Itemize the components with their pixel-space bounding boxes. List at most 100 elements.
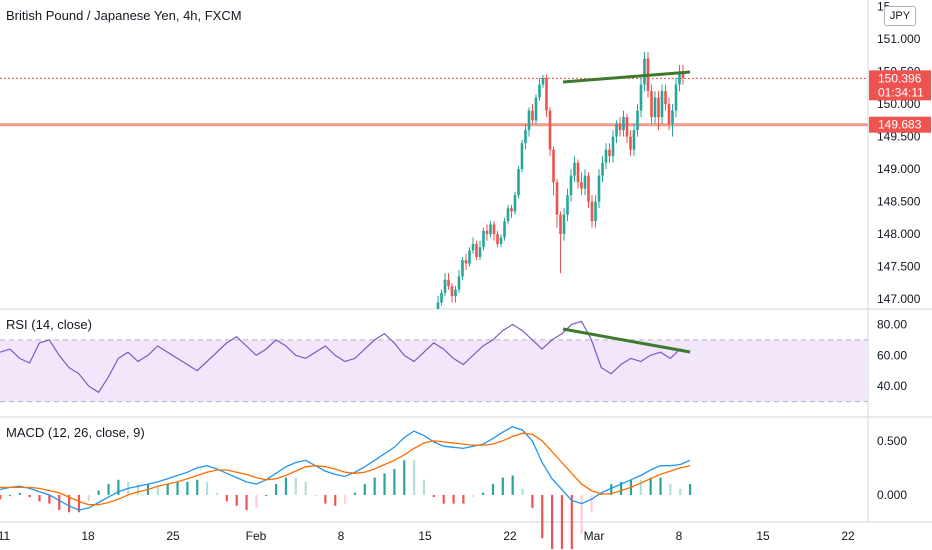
candle-body[interactable] <box>468 250 471 264</box>
candle-body[interactable] <box>496 234 499 244</box>
candle-body[interactable] <box>643 58 646 85</box>
candle-body[interactable] <box>440 292 443 303</box>
candle-body[interactable] <box>531 110 534 121</box>
candle-body[interactable] <box>534 97 538 121</box>
candle-body[interactable] <box>464 260 468 264</box>
candle-body[interactable] <box>587 175 590 202</box>
candle-body[interactable] <box>678 71 681 85</box>
price-pane[interactable]: British Pound / Japanese Yen, 4h, FXCM 1… <box>0 0 931 309</box>
candle-body[interactable] <box>527 110 531 131</box>
candle-body[interactable] <box>513 195 517 212</box>
candle-body[interactable] <box>457 276 461 290</box>
candle-body[interactable] <box>510 208 513 212</box>
candle-body[interactable] <box>611 136 615 157</box>
candle-body[interactable] <box>552 149 555 183</box>
price-axis[interactable]: 15__151.000150.500150.000149.500149.0001… <box>877 0 921 306</box>
candle-body[interactable] <box>639 84 643 111</box>
candles[interactable] <box>436 52 685 309</box>
candle-body[interactable] <box>636 110 639 131</box>
macd-hist-bar <box>186 481 189 495</box>
candle-body[interactable] <box>475 243 478 257</box>
candle-body[interactable] <box>545 78 548 111</box>
macd-hist-bar <box>8 494 12 496</box>
candle-body[interactable] <box>450 286 454 296</box>
candle-body[interactable] <box>657 97 660 118</box>
candle-body[interactable] <box>671 110 674 124</box>
macd-hist-bar <box>275 484 278 495</box>
candle-body[interactable] <box>681 71 685 79</box>
candle-body[interactable] <box>443 279 447 293</box>
candle-body[interactable] <box>461 260 464 277</box>
candle-body[interactable] <box>471 243 475 251</box>
candle-body[interactable] <box>482 230 485 248</box>
rsi-axis[interactable]: 80.00 60.00 40.00 <box>877 317 907 393</box>
macd-histogram[interactable] <box>0 460 692 550</box>
macd-hist-bar <box>284 477 288 495</box>
rsi-pane[interactable]: RSI (14, close) 80.00 60.00 40.00 <box>0 317 907 403</box>
candle-body[interactable] <box>660 91 664 118</box>
candle-body[interactable] <box>541 78 545 85</box>
macd-hist-bar <box>472 494 475 498</box>
candle-body[interactable] <box>580 182 583 189</box>
candle-body[interactable] <box>559 214 562 235</box>
candle-body[interactable] <box>562 214 566 235</box>
candle-body[interactable] <box>594 201 597 222</box>
candle-body[interactable] <box>555 182 559 215</box>
candle-body[interactable] <box>506 208 510 222</box>
candle-body[interactable] <box>576 162 580 183</box>
macd-line[interactable] <box>0 425 691 511</box>
rsi-trendline[interactable] <box>562 327 691 354</box>
candle-body[interactable] <box>604 149 608 163</box>
rsi-line[interactable] <box>0 320 691 394</box>
candle-body[interactable] <box>597 175 601 202</box>
candle-body[interactable] <box>503 221 506 238</box>
candle-body[interactable] <box>608 149 611 157</box>
candle-body[interactable] <box>489 224 492 235</box>
candle-body[interactable] <box>520 143 524 170</box>
macd-hist-bar <box>18 492 21 495</box>
candle-body[interactable] <box>622 117 625 131</box>
candle-body[interactable] <box>629 136 632 150</box>
candle-body[interactable] <box>601 162 604 176</box>
candle-body[interactable] <box>667 104 671 124</box>
candle-body[interactable] <box>538 84 541 98</box>
candle-body[interactable] <box>573 162 576 176</box>
candle-body[interactable] <box>653 97 657 118</box>
candle-body[interactable] <box>632 130 636 150</box>
macd-hist-bar <box>590 494 593 513</box>
candle-body[interactable] <box>583 175 587 189</box>
candle-body[interactable] <box>615 123 618 137</box>
currency-badge[interactable]: JPY <box>884 6 916 26</box>
macd-hist-bar <box>314 494 317 496</box>
candle-body[interactable] <box>447 279 450 287</box>
signal-line[interactable] <box>0 432 691 506</box>
macd-axis[interactable]: 0.500 0.000 <box>877 434 907 502</box>
candle-body[interactable] <box>590 201 594 222</box>
candle-body[interactable] <box>625 117 629 137</box>
price-tick-label: 149.500 <box>877 130 921 144</box>
candle-body[interactable] <box>566 195 569 215</box>
candle-body[interactable] <box>569 175 573 196</box>
candle-body[interactable] <box>664 91 667 105</box>
price-trendline[interactable] <box>562 70 691 84</box>
candle-body[interactable] <box>492 224 496 235</box>
macd-hist-bar <box>432 494 435 498</box>
macd-hist-bar <box>58 494 61 511</box>
candle-body[interactable] <box>650 91 653 118</box>
candle-body[interactable] <box>436 302 440 309</box>
macd-hist-bar <box>117 479 120 495</box>
macd-hist-bar <box>97 490 100 495</box>
candle-body[interactable] <box>517 169 520 196</box>
candle-body[interactable] <box>478 247 482 257</box>
candle-body[interactable] <box>499 237 503 244</box>
candle-body[interactable] <box>548 110 552 150</box>
candle-body[interactable] <box>674 84 678 111</box>
candle-body[interactable] <box>618 123 622 131</box>
macd-hist-bar <box>363 484 366 495</box>
time-axis[interactable]: 11 18 25 Feb 8 15 22 Mar 8 15 22 <box>0 529 855 543</box>
candle-body[interactable] <box>485 230 489 235</box>
candle-body[interactable] <box>454 289 457 296</box>
candle-body[interactable] <box>524 130 527 144</box>
macd-pane[interactable]: MACD (12, 26, close, 9) 0.500 0.000 <box>0 425 907 550</box>
